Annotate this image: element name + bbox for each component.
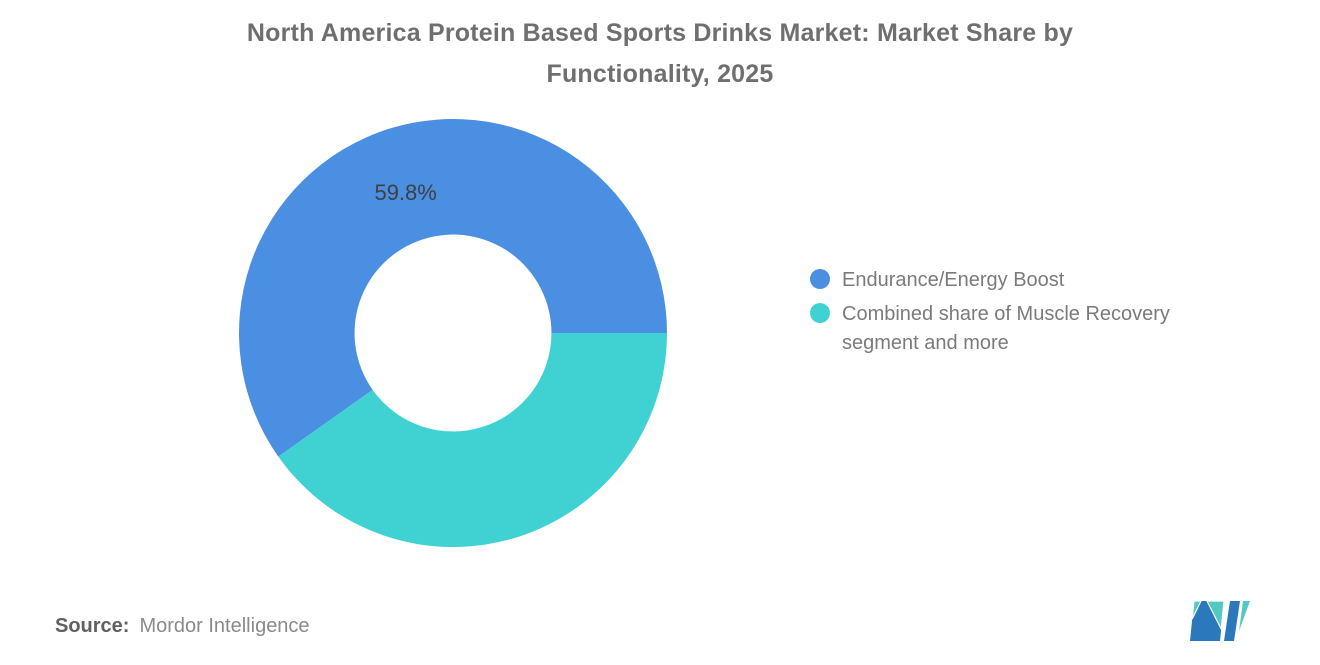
logo-right-bar xyxy=(1224,601,1240,641)
legend-label-endurance: Endurance/Energy Boost xyxy=(842,269,1065,291)
donut-chart xyxy=(238,118,667,547)
logo-right-triangle xyxy=(1239,601,1250,631)
legend-label-muscle-recovery: Combined share of Muscle Recovery segmen… xyxy=(842,303,1170,354)
pie-slice-0[interactable] xyxy=(238,118,667,457)
chart-title: North America Protein Based Sports Drink… xyxy=(0,13,1320,95)
mordor-intelligence-logo-icon xyxy=(1190,601,1250,641)
pie-slice-1[interactable] xyxy=(278,333,667,547)
chart-legend: Endurance/Energy Boost Combined share of… xyxy=(810,266,1250,358)
donut-chart-area: 59.8% xyxy=(233,113,673,553)
legend-item-muscle-recovery-combined[interactable]: Combined share of Muscle Recovery segmen… xyxy=(810,300,1250,358)
source-value: Mordor Intelligence xyxy=(139,615,310,637)
logo-top-right-wedge xyxy=(1206,601,1225,632)
source-label: Source: xyxy=(55,615,130,637)
logo-top-left-wedge xyxy=(1191,601,1202,620)
source-note: Source: Mordor Intelligence xyxy=(55,612,310,640)
legend-item-endurance-energy-boost[interactable]: Endurance/Energy Boost xyxy=(810,266,1250,295)
chart-title-line1: North America Protein Based Sports Drink… xyxy=(246,19,1074,47)
legend-marker-muscle-recovery-icon xyxy=(810,303,830,323)
chart-title-line2: Functionality, 2025 xyxy=(546,60,774,88)
legend-marker-endurance-icon xyxy=(810,269,830,289)
